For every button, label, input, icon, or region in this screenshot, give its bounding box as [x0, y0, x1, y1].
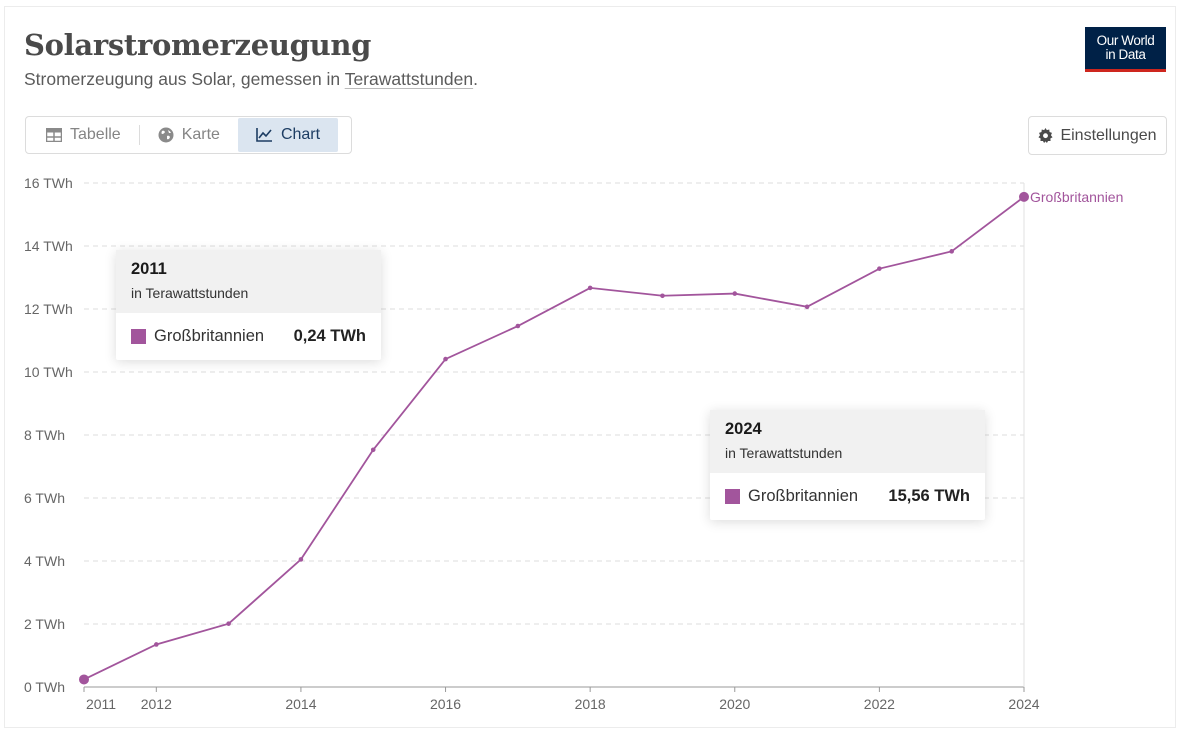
tab-map-label: Karte	[181, 126, 220, 143]
tooltip-unit: in Terawattstunden	[131, 285, 249, 301]
x-tick-label: 2016	[430, 696, 461, 712]
data-point	[226, 621, 231, 626]
data-point	[1019, 191, 1029, 202]
data-point	[298, 557, 304, 562]
y-tick-label: 0 TWh	[24, 679, 65, 695]
data-point	[154, 642, 159, 647]
tab-chart-label: Chart	[280, 126, 321, 143]
tab-chart[interactable]: Chart	[237, 118, 339, 152]
chart-frame	[4, 6, 1176, 728]
settings-button[interactable]: Einstellungen	[1028, 116, 1167, 155]
x-tick-label: 2014	[285, 696, 316, 712]
unit-link[interactable]: Terawattstunden	[344, 69, 474, 89]
tooltip-header: 2011 in Terawattstunden	[116, 250, 381, 313]
tab-map[interactable]: Karte	[140, 118, 238, 152]
series-label: Großbritannien	[1030, 189, 1123, 205]
y-tick-label: 12 TWh	[24, 301, 73, 317]
data-point	[732, 291, 738, 296]
tooltip-year: 2024	[725, 420, 762, 438]
y-tick-label: 8 TWh	[24, 427, 65, 443]
tooltip-year: 2011	[131, 260, 167, 278]
y-tick-label: 10 TWh	[24, 364, 73, 380]
data-point	[804, 304, 810, 310]
data-point	[660, 293, 665, 299]
y-tick-label: 16 TWh	[24, 175, 73, 191]
series-swatch	[725, 489, 740, 504]
logo-line-1: Our World	[1096, 33, 1155, 48]
tooltip-end: 2024 in Terawattstunden Großbritannien 1…	[710, 410, 985, 520]
tab-separator	[138, 125, 140, 145]
data-point	[79, 674, 89, 685]
tooltip-value: 0,24 TWh	[293, 327, 366, 345]
line-chart-icon	[256, 128, 272, 142]
tooltip-start: 2011 in Terawattstunden Großbritannien 0…	[116, 250, 381, 360]
series-line	[83, 196, 1025, 681]
logo-line-2: in Data	[1105, 47, 1146, 62]
page-subtitle: Stromerzeugung aus Solar, gemessen in Te…	[24, 69, 478, 90]
data-point	[443, 356, 448, 362]
y-tick-label: 6 TWh	[24, 490, 65, 506]
tooltip-row: Großbritannien 15,56 TWh	[710, 473, 985, 520]
data-point	[949, 249, 954, 254]
page-title: Solarstromerzeugung	[24, 28, 372, 62]
settings-label: Einstellungen	[1060, 126, 1157, 144]
tooltip-series: Großbritannien	[748, 487, 859, 505]
series-swatch	[131, 329, 146, 344]
x-tick-label: 2020	[719, 696, 750, 712]
y-tick-label: 14 TWh	[24, 238, 73, 254]
tooltip-header: 2024 in Terawattstunden	[710, 410, 985, 473]
tooltip-unit: in Terawattstunden	[725, 445, 843, 461]
tab-table-label: Tabelle	[70, 126, 121, 143]
y-tick-label: 2 TWh	[24, 616, 65, 632]
x-tick-label: 2012	[141, 696, 172, 712]
x-tick-label: 2018	[575, 696, 606, 712]
table-icon	[46, 128, 62, 142]
tooltip-row: Großbritannien 0,24 TWh	[116, 313, 381, 360]
gear-icon	[1038, 128, 1053, 143]
owid-logo[interactable]: Our World in Data	[1085, 27, 1166, 72]
view-tabs: Tabelle Karte Chart	[25, 116, 352, 154]
x-tick-label: 2024	[1008, 696, 1039, 712]
tab-table[interactable]: Tabelle	[28, 118, 139, 152]
tooltip-value: 15,56 TWh	[888, 487, 970, 505]
data-point	[515, 323, 521, 329]
globe-icon	[158, 127, 174, 143]
tooltip-series: Großbritannien	[154, 327, 265, 345]
x-tick-label: 2022	[864, 696, 895, 712]
data-point	[587, 285, 593, 291]
data-point	[877, 266, 882, 271]
data-point	[370, 447, 376, 453]
subtitle-suffix: .	[473, 69, 478, 89]
subtitle-prefix: Stromerzeugung aus Solar, gemessen in	[24, 69, 345, 89]
x-tick-label: 2011	[86, 696, 116, 712]
y-tick-label: 4 TWh	[24, 553, 65, 569]
